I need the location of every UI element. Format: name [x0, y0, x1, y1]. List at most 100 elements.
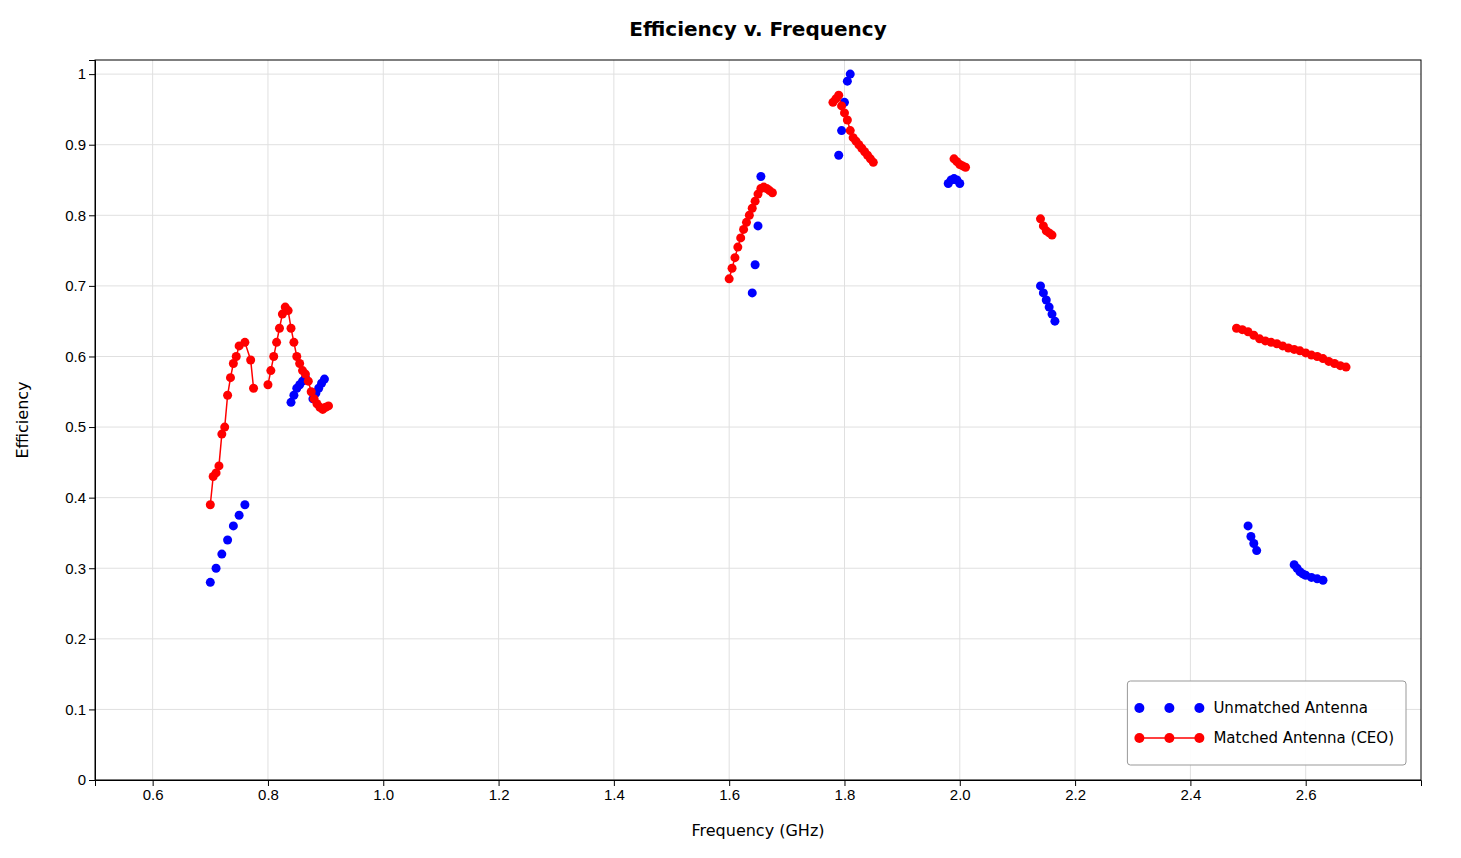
grid-line-x — [1305, 60, 1306, 780]
grid-line-x — [498, 60, 499, 780]
point — [754, 221, 763, 230]
point — [266, 366, 275, 375]
legend-marker — [1164, 733, 1174, 743]
grid-line-x — [152, 60, 153, 780]
series — [206, 70, 1328, 587]
y-tick-mark — [89, 709, 95, 710]
grid-line-x — [1075, 60, 1076, 780]
y-tick-label: 0.1 — [65, 701, 86, 718]
y-tick: 0.7 — [65, 277, 95, 294]
x-tick-label: 1.0 — [373, 786, 394, 803]
title: Efficiency v. Frequency — [629, 17, 886, 41]
point — [320, 375, 329, 384]
x-tick-label: 1.4 — [604, 786, 625, 803]
point — [733, 243, 742, 252]
y-axis-title: Efficiency — [13, 381, 32, 458]
legend-marker — [1194, 703, 1204, 713]
grid-line-x — [383, 60, 384, 780]
point — [961, 163, 970, 172]
legend-marker — [1164, 703, 1174, 713]
y-tick: 0 — [78, 771, 95, 788]
grid-line-y — [95, 285, 1421, 286]
point — [1342, 363, 1351, 372]
point — [220, 423, 229, 432]
point — [843, 116, 852, 125]
y-tick-label: 0.9 — [65, 136, 86, 153]
legend-marker — [1194, 733, 1204, 743]
point — [1244, 521, 1253, 530]
y-tick: 0.4 — [65, 489, 95, 506]
grid-line-x — [267, 60, 268, 780]
x-tick-label: 0.6 — [143, 786, 164, 803]
x-tick: 0.6 — [143, 780, 164, 803]
y-tick-label: 0.7 — [65, 277, 86, 294]
point — [955, 179, 964, 188]
grid-line-y — [95, 497, 1421, 498]
legend-box — [1127, 681, 1406, 765]
y-tick: 0.8 — [65, 207, 95, 224]
point — [275, 324, 284, 333]
y-tick-mark — [89, 498, 95, 499]
x-tick-label: 1.8 — [835, 786, 856, 803]
point — [730, 253, 739, 262]
x-tick: 1.6 — [719, 780, 740, 803]
point — [1252, 546, 1261, 555]
x-tick: 1.0 — [373, 780, 394, 803]
y-tick: 0.5 — [65, 418, 95, 435]
point — [728, 264, 737, 273]
y-axis-line — [89, 61, 96, 781]
y-tick-mark — [89, 568, 95, 569]
grid-line-y — [95, 427, 1421, 428]
y-tick-label: 0 — [78, 771, 86, 788]
point — [751, 260, 760, 269]
grid-line-y — [95, 144, 1421, 145]
point — [1048, 231, 1057, 240]
point — [869, 158, 878, 167]
series-line — [210, 95, 1346, 504]
point — [1318, 576, 1327, 585]
x-tick-label: 1.6 — [719, 786, 740, 803]
y-tick-label: 0.8 — [65, 207, 86, 224]
x-axis: 0.6 0.8 1.0 1.2 1.4 1.6 1.8 2.0 2.2 2.4 2.6 — [96, 780, 1422, 803]
x-tick-label: 1.2 — [489, 786, 510, 803]
x-tick: 2.6 — [1296, 780, 1317, 803]
x-tick: 2.2 — [1065, 780, 1086, 803]
point — [232, 352, 241, 361]
y-tick-label: 0.4 — [65, 489, 86, 506]
point — [324, 401, 333, 410]
point — [240, 500, 249, 509]
y-tick-mark — [89, 215, 95, 216]
series — [206, 91, 1351, 509]
chart: 0.60.81.01.21.41.61.82.02.22.42.600.10.2… — [0, 0, 1461, 858]
point — [223, 536, 232, 545]
y-tick-mark — [89, 780, 95, 781]
legend-label: Unmatched Antenna — [1213, 699, 1368, 717]
y-tick-label: 0.5 — [65, 418, 86, 435]
grid-line-x — [729, 60, 730, 780]
point — [837, 126, 846, 135]
point — [834, 91, 843, 100]
x-axis-line — [96, 781, 1422, 787]
point — [246, 356, 255, 365]
grid-line-y — [95, 215, 1421, 216]
x-tick-label: 2.4 — [1180, 786, 1201, 803]
y-tick-label: 0.3 — [65, 560, 86, 577]
y-tick: 0.6 — [65, 348, 95, 365]
x-tick: 1.8 — [835, 780, 856, 803]
point — [223, 391, 232, 400]
point — [229, 521, 238, 530]
y-tick: 0.9 — [65, 136, 95, 153]
legend-entry: Matched Antenna (CEO) — [1134, 729, 1394, 747]
x-tick: 2.0 — [950, 780, 971, 803]
y-tick-mark — [89, 639, 95, 640]
point — [217, 550, 226, 559]
x-tick: 0.8 — [258, 780, 279, 803]
point — [206, 500, 215, 509]
y-tick-label: 1 — [78, 65, 86, 82]
y-tick-mark — [89, 427, 95, 428]
y-tick-label: 0.6 — [65, 348, 86, 365]
point — [834, 151, 843, 160]
point — [269, 352, 278, 361]
legend-marker — [1134, 733, 1144, 743]
legend-marker — [1134, 703, 1144, 713]
